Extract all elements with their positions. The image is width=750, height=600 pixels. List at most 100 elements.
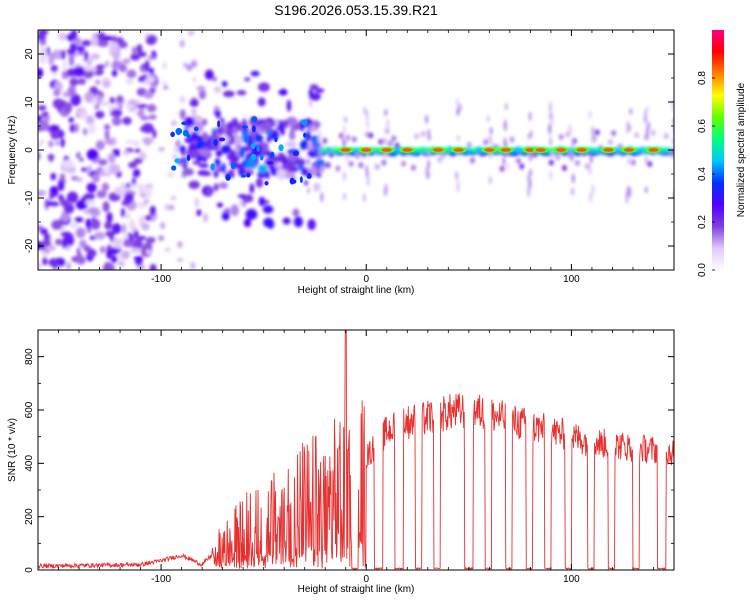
heatmap-cell	[162, 61, 167, 70]
heatmap-cell	[106, 249, 113, 259]
hot-spot-core	[603, 148, 614, 152]
heatmap-cell	[103, 124, 111, 131]
heatmap-cell	[73, 66, 85, 77]
heatmap-cell	[570, 153, 574, 162]
spectrogram-xlabel: Height of straight line (km)	[298, 285, 415, 296]
heatmap-cell	[190, 60, 198, 68]
heatmap-cell	[62, 60, 67, 72]
heatmap-cell	[42, 250, 48, 258]
heatmap-cell	[456, 97, 459, 110]
heatmap-cell	[122, 240, 135, 248]
heatmap-cell	[117, 260, 126, 267]
heatmap-cell	[38, 105, 47, 111]
heatmap-cell	[107, 153, 116, 164]
heatmap-cell	[122, 235, 129, 240]
heatmap-cell	[158, 235, 165, 242]
heatmap-cell	[149, 67, 154, 74]
heatmap-cell	[427, 159, 431, 170]
heatmap-cell	[273, 156, 284, 163]
heatmap-cell	[59, 173, 66, 182]
colorbar-tick-label: 0.2	[697, 215, 708, 229]
heatmap-cell	[105, 230, 115, 238]
heatmap-cell	[315, 88, 325, 93]
heatmap-cell	[173, 146, 180, 153]
heatmap-cell	[221, 81, 228, 88]
figure-title: S196.2026.053.15.39.R21	[274, 2, 438, 18]
heatmap-cell	[381, 159, 387, 166]
heatmap-cell	[196, 85, 206, 92]
heatmap-cell	[427, 129, 431, 136]
heatmap-cell	[527, 185, 531, 198]
heatmap-cell	[504, 102, 508, 111]
heatmap-cell	[257, 164, 268, 174]
heatmap-cell	[365, 109, 369, 121]
heatmap-cell	[425, 114, 428, 124]
heatmap-cell	[250, 70, 260, 77]
heatmap-cell	[141, 222, 150, 231]
heatmap-cell	[584, 163, 590, 170]
heatmap-cell	[38, 33, 47, 41]
heatmap-cell	[589, 154, 593, 164]
heatmap-cell	[293, 216, 303, 228]
heatmap-cell	[118, 41, 128, 49]
heatmap-cell	[146, 104, 157, 113]
heatmap-cell	[571, 187, 574, 196]
heatmap-cell	[82, 128, 88, 136]
heatmap-cell	[630, 159, 636, 166]
heatmap-cell	[503, 137, 507, 148]
heatmap-cell	[519, 163, 525, 170]
heatmap-cell	[343, 192, 346, 201]
heatmap-cell	[105, 60, 110, 67]
heatmap-cell	[515, 157, 521, 164]
heatmap-cell	[475, 147, 483, 153]
heatmap-cell	[274, 136, 278, 143]
heatmap-cell	[109, 111, 120, 117]
heatmap-cell	[116, 95, 124, 104]
heatmap-cell	[86, 182, 97, 193]
heatmap-cell	[184, 116, 195, 128]
spectrogram-ylabel: Frequency (Hz)	[7, 116, 18, 185]
heatmap-cell	[285, 116, 298, 127]
heatmap-cell	[120, 181, 125, 194]
heatmap-cell	[152, 129, 157, 139]
heatmap-cell	[38, 142, 42, 148]
heatmap-cell	[225, 174, 231, 181]
heatmap-cell	[239, 146, 245, 159]
heatmap-cell	[48, 140, 54, 148]
heatmap-cell	[172, 121, 178, 125]
heatmap-cell	[49, 201, 60, 207]
heatmap-cell	[285, 141, 298, 148]
heatmap-cell	[244, 137, 249, 143]
heatmap-cell	[256, 145, 261, 152]
heatmap-cell	[103, 81, 111, 87]
heatmap-cell	[48, 258, 60, 267]
heatmap-cell	[588, 147, 596, 153]
heatmap-cell	[483, 139, 489, 146]
heatmap-cell	[512, 147, 519, 153]
heatmap-cell	[221, 212, 230, 221]
heatmap-cell	[38, 120, 50, 131]
heatmap-cell	[250, 153, 257, 160]
heatmap-cell	[303, 132, 307, 138]
heatmap-cell	[62, 159, 75, 168]
heatmap-cell	[143, 90, 154, 99]
heatmap-cell	[278, 89, 288, 96]
heatmap-cell	[307, 167, 314, 174]
heatmap-cell	[68, 54, 75, 67]
heatmap-cell	[348, 160, 354, 167]
heatmap-cell	[60, 137, 65, 148]
heatmap-cell	[222, 90, 235, 98]
y-tick-label: -20	[24, 238, 35, 253]
heatmap-cell	[489, 135, 493, 147]
heatmap-cell	[217, 125, 224, 136]
heatmap-cell	[263, 217, 274, 228]
heatmap-cell	[591, 183, 595, 196]
heatmap-cell	[529, 130, 533, 139]
heatmap-cell	[78, 157, 84, 162]
heatmap-cell	[179, 95, 186, 104]
heatmap-cell	[644, 114, 647, 124]
heatmap-cell	[486, 115, 490, 122]
heatmap-cell	[660, 147, 668, 153]
colorbar-tick-label: 0.8	[697, 71, 708, 85]
